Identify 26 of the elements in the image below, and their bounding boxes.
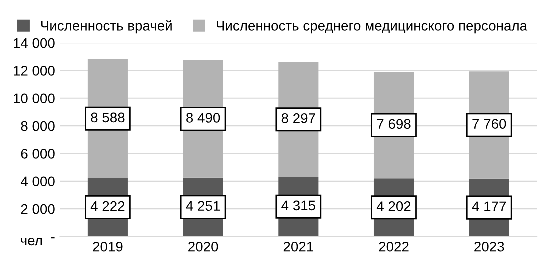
y-tick-label: 14 000: [14, 38, 55, 48]
x-tick-label: 2023: [474, 242, 504, 252]
y-tick-label: 2 000: [21, 204, 55, 214]
data-label: 4 315: [282, 200, 316, 211]
data-label: 7 760: [472, 119, 506, 129]
data-label: 8 490: [186, 113, 220, 123]
x-tick-label: 2019: [93, 242, 123, 252]
y-axis-title: чел: [21, 238, 42, 246]
x-tick-label: 2020: [188, 242, 218, 252]
data-label: 4 251: [186, 201, 220, 212]
data-label: 4 202: [376, 202, 411, 212]
legend-label: Численность среднего медицинского персонала: [217, 21, 528, 34]
data-label: 8 588: [91, 112, 125, 123]
x-tick-label: 2021: [284, 242, 314, 252]
y-tick-label: 8 000: [21, 121, 55, 132]
y-tick-label: 6 000: [21, 149, 55, 159]
x-tick-label: 2022: [379, 242, 409, 252]
y-tick-label: -: [51, 238, 55, 239]
y-tick-label: 10 000: [14, 94, 55, 104]
data-label: 4 222: [90, 201, 125, 212]
data-label: 4 177: [472, 202, 506, 212]
data-label: 7 698: [377, 119, 411, 130]
y-tick-label: 12 000: [14, 66, 55, 76]
legend-label: Численность врачей: [41, 20, 172, 34]
data-label: 8 297: [282, 114, 316, 124]
y-tick-label: 4 000: [20, 176, 55, 187]
